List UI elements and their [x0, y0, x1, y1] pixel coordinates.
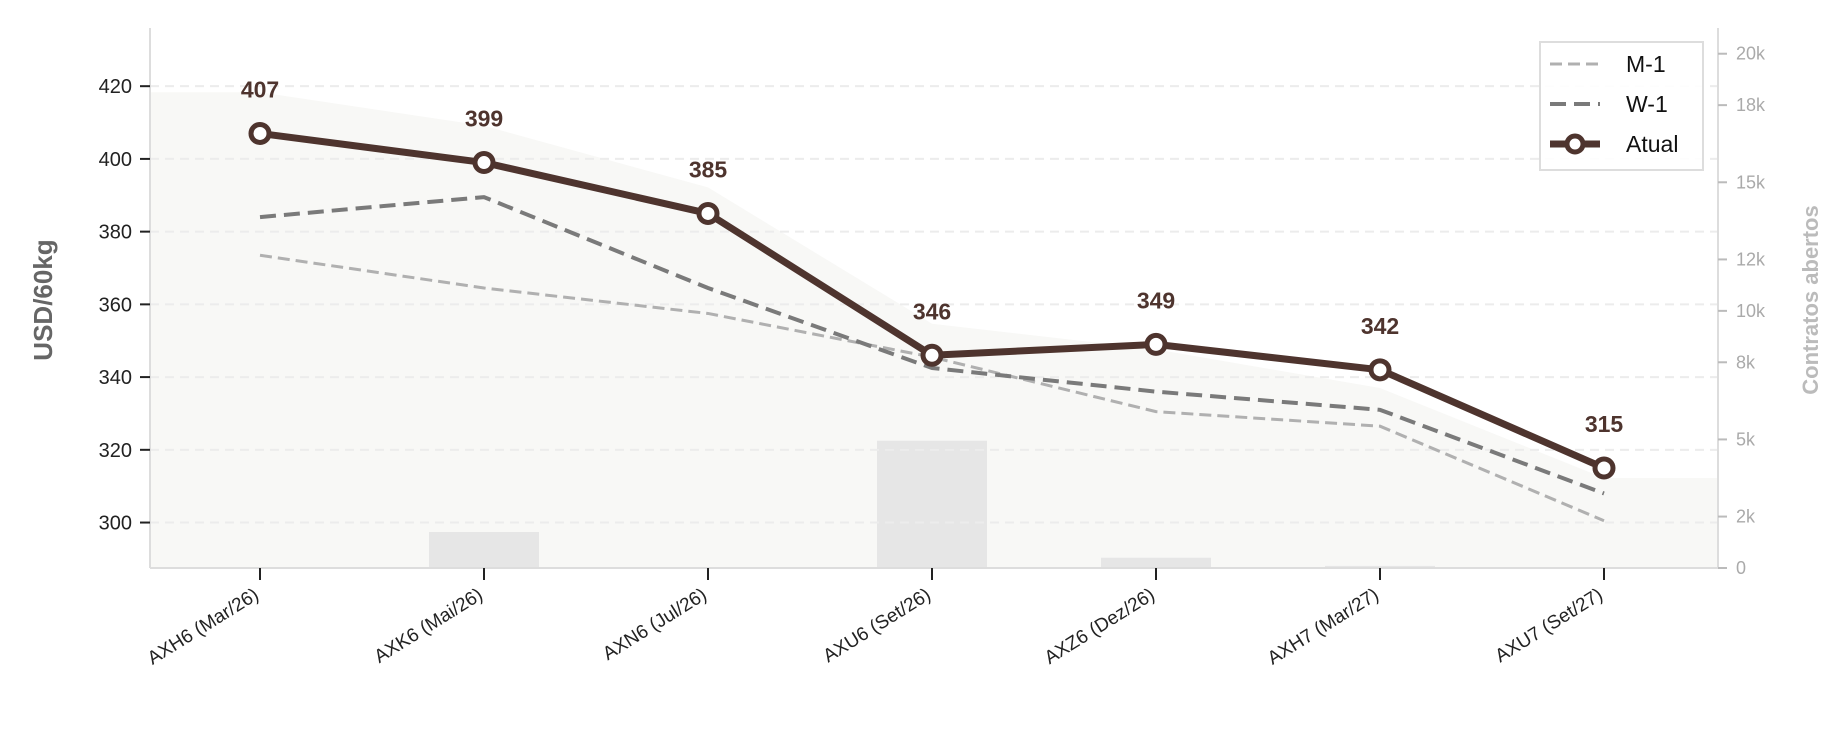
- y2-tick-label: 20k: [1736, 44, 1766, 64]
- open-interest-bar: [1325, 565, 1435, 568]
- y2-tick-label: 12k: [1736, 249, 1766, 269]
- legend-marker-atual: [1564, 133, 1586, 155]
- x-tick-label: AXH6 (Mar/26): [144, 584, 263, 669]
- series-point-atual: [920, 343, 944, 367]
- series-lines: [248, 121, 1616, 523]
- data-label: 342: [1361, 313, 1399, 339]
- legend: M-1 W-1 Atual: [1539, 41, 1704, 171]
- legend-label-w-1: W-1: [1626, 91, 1668, 117]
- series-point-atual: [696, 201, 720, 225]
- data-label: 346: [913, 298, 951, 324]
- y2-tick-label: 0: [1736, 558, 1746, 578]
- grid-lines: [150, 85, 1718, 524]
- data-label: 399: [465, 106, 503, 132]
- secondary-y-axis-label: Contratos abertos: [1798, 205, 1823, 394]
- y-tick-label: 320: [99, 440, 132, 462]
- series-point-atual: [1368, 358, 1392, 382]
- data-label: 349: [1137, 287, 1175, 313]
- y-tick-label: 380: [99, 222, 132, 244]
- y-tick-label: 420: [99, 76, 132, 98]
- x-tick-label: AXZ6 (Dez/26): [1041, 584, 1159, 668]
- y2-tick-label: 10k: [1736, 301, 1766, 321]
- series-point-atual: [1144, 332, 1168, 356]
- legend-label-m-1: M-1: [1626, 51, 1666, 77]
- y2-tick-label: 15k: [1736, 172, 1766, 192]
- series-line-w-1: [259, 195, 1605, 496]
- y-tick-label: 300: [99, 513, 132, 535]
- series-point-atual: [472, 151, 496, 175]
- open-interest-bars: [429, 440, 1435, 568]
- data-label: 385: [689, 156, 728, 182]
- x-tick-label: AXH7 (Mar/27): [1264, 584, 1383, 669]
- y2-tick-label: 5k: [1736, 429, 1756, 449]
- y2-tick-label: 2k: [1736, 507, 1756, 527]
- y-axis-label: USD/60kg: [28, 239, 58, 360]
- x-tick-label: AXU6 (Set/26): [820, 584, 935, 667]
- x-tick-label: AXU7 (Set/27): [1492, 584, 1607, 667]
- data-labels: 407 399 385 346 349 342 315: [241, 76, 1624, 437]
- data-label: 407: [241, 76, 279, 102]
- open-interest-bar: [429, 532, 539, 568]
- x-tick-label: AXN6 (Jul/26): [599, 584, 710, 664]
- y2-tick-label: 8k: [1736, 352, 1756, 372]
- series-point-atual: [248, 121, 272, 145]
- legend-label-atual: Atual: [1626, 131, 1678, 157]
- y2-tick-label: 18k: [1736, 95, 1766, 115]
- x-tick-label: AXK6 (Mai/26): [371, 584, 487, 667]
- series-point-atual: [1592, 456, 1616, 480]
- y-tick-label: 360: [99, 294, 132, 316]
- series-line-m-1: [259, 253, 1605, 523]
- data-label: 315: [1585, 411, 1624, 437]
- y-tick-label: 340: [99, 367, 132, 389]
- y-tick-label: 400: [99, 149, 132, 171]
- open-interest-bar: [877, 440, 987, 568]
- open-interest-bar: [1101, 557, 1211, 568]
